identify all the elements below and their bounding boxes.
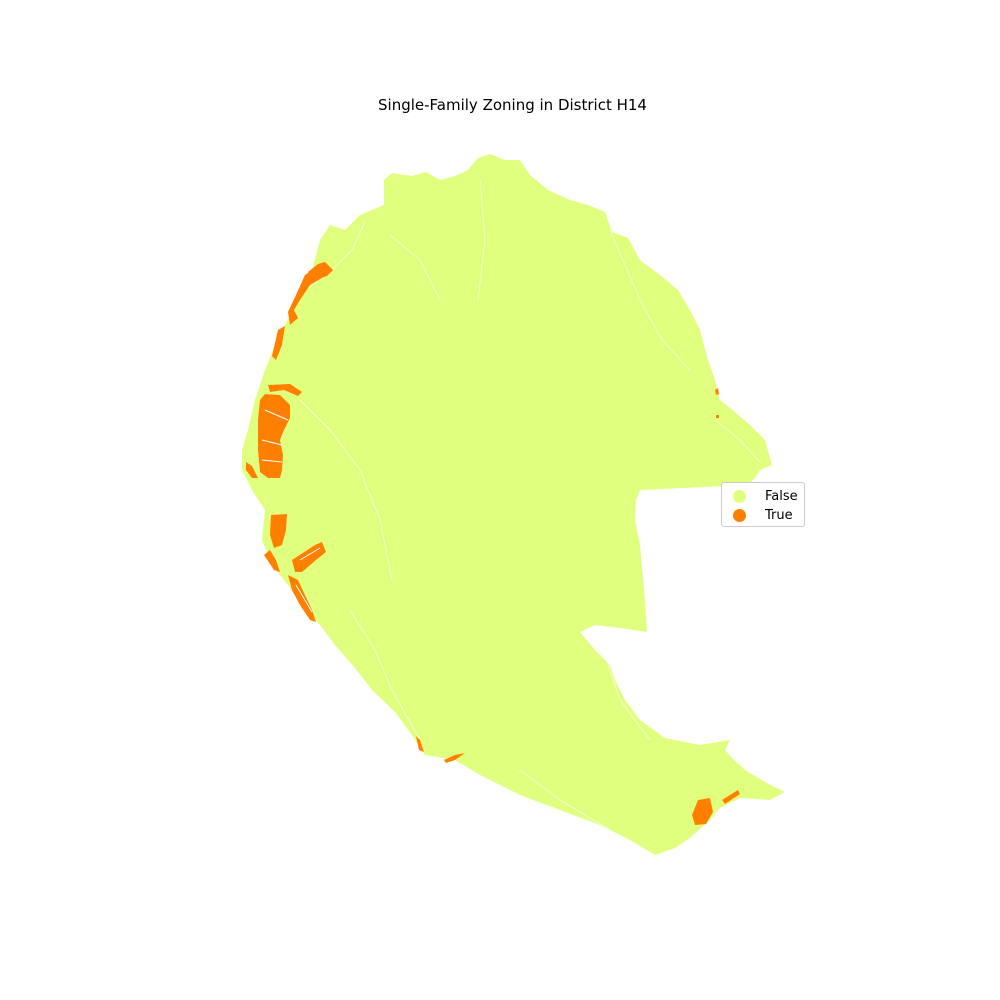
sf-parcel-west-edge [246, 462, 258, 478]
sf-parcel-southeast-strip [722, 790, 740, 804]
sf-parcel-west-upper [272, 326, 285, 360]
single-family-parcels [246, 262, 740, 825]
circle-marker-icon [733, 508, 746, 522]
sf-parcel-northwest-strip [288, 265, 328, 325]
parcel-lines [299, 179, 761, 831]
map-legend: False True [721, 482, 805, 527]
sf-parcel-south-coast-a [416, 736, 424, 752]
sf-parcel-southwest-coast [264, 550, 280, 572]
sf-parcel-west-curve [268, 384, 302, 396]
circle-marker-icon [733, 489, 746, 503]
road-lines [261, 409, 321, 613]
sf-parcel-west-main-block [258, 394, 290, 478]
sf-parcel-southeast-block [692, 798, 713, 825]
legend-item-true: True [733, 506, 793, 524]
sf-parcel-north-cluster [308, 262, 333, 280]
sf-parcel-southwest-grid [270, 514, 287, 548]
sf-parcel-east-dots [715, 388, 719, 418]
legend-label-false: False [765, 488, 798, 504]
legend-item-false: False [733, 487, 798, 505]
district-false-zone [242, 154, 785, 855]
legend-label-true: True [765, 507, 793, 523]
sf-parcel-southwest-lower [288, 575, 316, 622]
sf-parcel-south-coast-b [444, 753, 465, 763]
map-title: Single-Family Zoning in District H14 [378, 96, 647, 114]
